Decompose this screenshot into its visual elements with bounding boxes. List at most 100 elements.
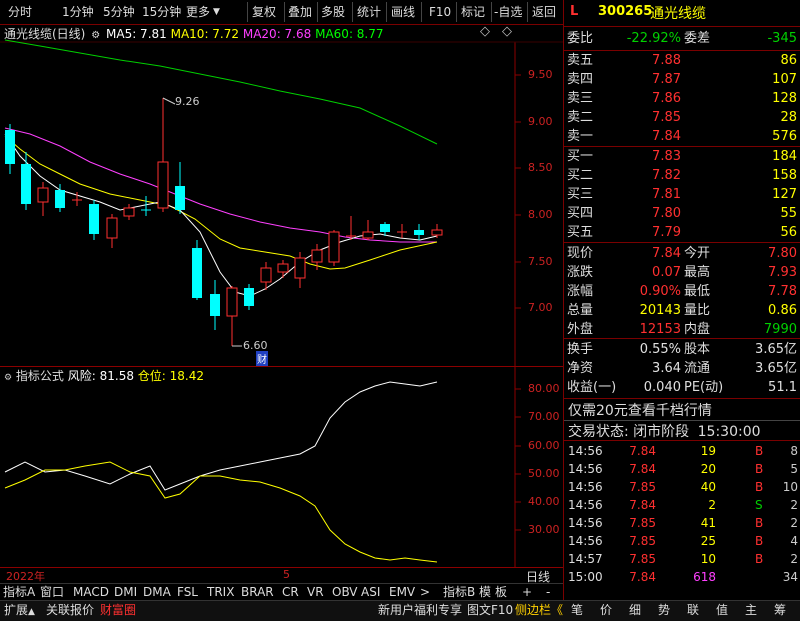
indicator-tab-8[interactable]: BRAR [241, 585, 274, 599]
ask-level-row[interactable]: 卖三 7.86 128 [567, 89, 799, 108]
indicator-tab-16[interactable]: 模 [479, 585, 492, 599]
y-tick: 7.50 [528, 255, 553, 268]
bid-level-row[interactable]: 买四 7.80 55 [567, 204, 799, 223]
tick-row: 14:56 7.85 25 B 4 [568, 532, 800, 550]
tick-time: 15:00 [568, 570, 603, 584]
stat-value: 7.84 [652, 246, 681, 261]
detail-tab-1[interactable]: 笔 [571, 603, 584, 617]
watchlist-button[interactable]: -自选 [494, 5, 523, 19]
detail-tab-4[interactable]: 势 [658, 603, 671, 617]
detail-tab-8[interactable]: 筹 [774, 603, 787, 617]
financial-report-badge[interactable]: 财 [256, 351, 268, 366]
market-flag: L [570, 4, 579, 19]
tick-row: 14:56 7.84 19 B 8 [568, 442, 800, 460]
wealth-circle-tab[interactable]: 财富圈 [100, 603, 137, 617]
multi-stock-button[interactable]: 多股 [321, 5, 346, 19]
ask-price: 7.84 [652, 129, 681, 144]
draw-line-button[interactable]: 画线 [391, 5, 416, 19]
period-label[interactable]: 日线 [526, 570, 551, 584]
detail-tab-7[interactable]: 主 [745, 603, 758, 617]
overlay-button[interactable]: 叠加 [288, 5, 313, 19]
tick-price: 7.85 [629, 480, 656, 494]
bid-level-row[interactable]: 买二 7.82 158 [567, 166, 799, 185]
indicator-tab-7[interactable]: TRIX [207, 585, 235, 599]
weibi-row: 委比 -22.92% 委差 -345 [567, 31, 797, 46]
indicator-pane[interactable]: ⚙ 指标公式 风险: 81.58 仓位: 18.42 80.00 70.00 6… [0, 366, 563, 567]
bid-volume: 127 [772, 187, 797, 202]
tick-count: 2 [790, 516, 798, 530]
sidebar-tab[interactable]: 侧边栏《 [515, 603, 564, 617]
indicator-tab-2[interactable]: 窗口 [40, 585, 65, 599]
ask-level-row[interactable]: 卖四 7.87 107 [567, 70, 799, 89]
collapse-icon[interactable]: ◇ [502, 24, 512, 39]
stat-row: 现价 7.84 今开 7.80 [567, 244, 799, 263]
tab-5min[interactable]: 5分钟 [103, 5, 135, 19]
trade-status: 交易状态: 闭市阶段 15:30:00 [568, 424, 761, 440]
f10-graphic-tab[interactable]: 图文F10 [467, 603, 514, 617]
indicator-tab-9[interactable]: CR [282, 585, 299, 599]
expand-tab[interactable]: 扩展▲ [4, 603, 35, 617]
more-chevron-icon[interactable]: ▼ [213, 7, 220, 17]
ask-level-row[interactable]: 卖五 7.88 86 [567, 51, 799, 70]
indicator-tab-10[interactable]: VR [307, 585, 324, 599]
tick-time: 14:56 [568, 516, 603, 530]
position-value: 仓位: 18.42 [137, 369, 205, 383]
stat-value: 0.07 [652, 265, 681, 280]
tick-side: B [755, 444, 764, 458]
ask-volume: 107 [772, 72, 797, 87]
indicator-tab-1[interactable]: 指标A [3, 585, 36, 599]
fundamental-value: 3.65亿 [755, 342, 797, 357]
tick-volume: 25 [700, 534, 716, 548]
detail-tab-2[interactable]: 价 [600, 603, 613, 617]
settings-icon[interactable]: ⚙ [91, 30, 101, 41]
weicha-value: -345 [767, 31, 797, 46]
indicator-settings-icon[interactable]: ⚙ [4, 373, 13, 383]
indicator-tab-11[interactable]: OBV [332, 585, 358, 599]
tab-intraday[interactable]: 分时 [8, 5, 33, 19]
tab-1min[interactable]: 1分钟 [62, 5, 94, 19]
candlestick-pane[interactable]: 通光线缆(日线) ⚙ MA5: 7.81 MA10: 7.72 MA20: 7.… [0, 24, 563, 366]
stat-row: 外盘 12153 内盘 7990 [567, 320, 799, 339]
fuquan-button[interactable]: 复权 [252, 5, 277, 19]
bid-level-row[interactable]: 买一 7.83 184 [567, 147, 799, 166]
promo-banner[interactable]: 仅需20元查看千档行情 [568, 403, 712, 419]
indicator-tab-18[interactable]: + [522, 585, 533, 599]
tab-15min[interactable]: 15分钟 [142, 5, 182, 19]
indicator-tab-17[interactable]: 板 [495, 585, 508, 599]
tick-count: 5 [790, 462, 798, 476]
ask-level-row[interactable]: 卖二 7.85 28 [567, 108, 799, 127]
low-price-label: 6.60 [243, 339, 268, 352]
indicator-tab-4[interactable]: DMI [114, 585, 138, 599]
tick-volume: 10 [700, 552, 716, 566]
y-tick: 9.00 [528, 115, 553, 128]
tab-more[interactable]: 更多 [186, 5, 211, 19]
bid-level-label: 买一 [567, 149, 594, 164]
bid-level-row[interactable]: 买三 7.81 127 [567, 185, 799, 204]
indicator-tab-6[interactable]: FSL [177, 585, 198, 599]
stats-button[interactable]: 统计 [357, 5, 382, 19]
back-button[interactable]: 返回 [532, 5, 557, 19]
detail-tab-5[interactable]: 联 [687, 603, 700, 617]
indicator-tab-13[interactable]: EMV [389, 585, 416, 599]
ask-level-row[interactable]: 卖一 7.84 576 [567, 127, 799, 146]
detail-tab-3[interactable]: 细 [629, 603, 642, 617]
stat-value: 20143 [639, 303, 681, 318]
bid-level-row[interactable]: 买五 7.79 56 [567, 223, 799, 242]
indicator-tab-14[interactable]: > [420, 585, 431, 599]
mark-button[interactable]: 标记 [461, 5, 486, 19]
f10-button[interactable]: F10 [429, 5, 452, 19]
stat-value: 7990 [763, 322, 797, 337]
indicator-tab-15[interactable]: 指标B [443, 585, 476, 599]
expand-icon[interactable]: ◇ [480, 24, 490, 39]
tick-count: 8 [790, 444, 798, 458]
stat-label: 涨幅 [567, 284, 594, 299]
indicator-tab-5[interactable]: DMA [143, 585, 171, 599]
indicator-tab-12[interactable]: ASI [361, 585, 381, 599]
ask-price: 7.88 [652, 53, 681, 68]
indicator-tab-19[interactable]: - [546, 585, 551, 599]
related-quotes-tab[interactable]: 关联报价 [46, 603, 95, 617]
tick-volume: 20 [700, 462, 716, 476]
detail-tab-6[interactable]: 值 [716, 603, 729, 617]
new-user-promo[interactable]: 新用户福利专享 [378, 603, 463, 617]
indicator-tab-3[interactable]: MACD [73, 585, 109, 599]
